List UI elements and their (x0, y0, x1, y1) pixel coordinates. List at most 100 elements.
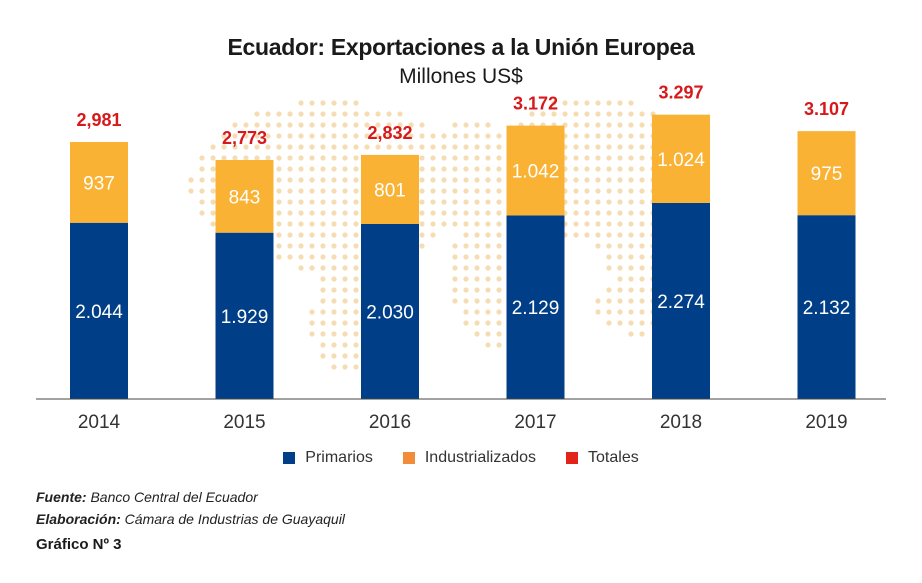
map-dot (639, 144, 645, 150)
map-dot (606, 287, 612, 293)
map-dot (606, 320, 612, 326)
map-dot (595, 232, 601, 238)
map-dot (430, 166, 436, 172)
map-dot (331, 298, 337, 304)
map-dot (331, 221, 337, 227)
map-dot (320, 166, 326, 172)
map-dot (342, 166, 348, 172)
map-dot (628, 100, 634, 106)
chart-number: Gráfico Nº 3 (36, 536, 122, 553)
map-dot (276, 210, 282, 216)
map-dot (199, 188, 205, 194)
map-dot (551, 100, 557, 106)
map-dot (639, 177, 645, 183)
map-dot (595, 166, 601, 172)
map-dot (474, 287, 480, 293)
source-label: Fuente: (36, 489, 87, 505)
map-dot (496, 342, 502, 348)
map-dot (606, 199, 612, 205)
map-dot (298, 111, 304, 117)
bar-primarios-2017 (506, 215, 565, 399)
legend-item-industrializados: Industrializados (402, 449, 537, 467)
map-dot (617, 188, 623, 194)
map-dot (287, 111, 293, 117)
map-dot (276, 188, 282, 194)
map-dot (309, 331, 315, 337)
map-dot (287, 254, 293, 260)
map-dot (441, 166, 447, 172)
map-dot (320, 254, 326, 260)
map-dot (243, 144, 249, 150)
map-dot (540, 111, 546, 117)
map-dot (584, 188, 590, 194)
map-dot (210, 177, 216, 183)
map-dot (606, 254, 612, 260)
map-dot (474, 177, 480, 183)
map-dot (342, 265, 348, 271)
map-dot (474, 210, 480, 216)
map-dot (309, 155, 315, 161)
map-dot (496, 144, 502, 150)
map-dot (485, 254, 491, 260)
legend-label-totales: Totales (588, 449, 639, 466)
map-dot (342, 331, 348, 337)
map-dot (320, 188, 326, 194)
map-dot (474, 221, 480, 227)
map-dot (320, 122, 326, 128)
legend-label-industrializados: Industrializados (424, 449, 537, 466)
map-dot (298, 232, 304, 238)
map-dot (309, 254, 315, 260)
map-dot (452, 155, 458, 161)
map-dot (309, 199, 315, 205)
map-dot (474, 144, 480, 150)
map-dot (320, 100, 326, 106)
map-dot (210, 144, 216, 150)
map-dot (254, 144, 260, 150)
map-dot (309, 133, 315, 139)
map-dot (474, 298, 480, 304)
map-dot (320, 342, 326, 348)
map-dot (595, 309, 601, 315)
map-dot (452, 144, 458, 150)
map-dot (320, 353, 326, 359)
map-dot (309, 100, 315, 106)
map-dot (419, 133, 425, 139)
map-dot (342, 133, 348, 139)
map-dot (606, 210, 612, 216)
map-dot (353, 287, 359, 293)
map-dot (573, 177, 579, 183)
map-dot (353, 342, 359, 348)
map-dot (353, 276, 359, 282)
bar-industrializados-2018 (652, 114, 710, 203)
map-dot (606, 155, 612, 161)
map-dot (639, 111, 645, 117)
map-dot (276, 155, 282, 161)
map-dot (364, 122, 370, 128)
map-dot (342, 210, 348, 216)
map-dot (353, 177, 359, 183)
map-dot (243, 122, 249, 128)
map-dot (595, 298, 601, 304)
x-tick-label-2015: 2015 (223, 412, 265, 433)
map-dot (485, 309, 491, 315)
map-dot (606, 144, 612, 150)
map-dot (463, 155, 469, 161)
map-dot (463, 221, 469, 227)
map-dot (606, 133, 612, 139)
map-dot (606, 309, 612, 315)
map-dot (617, 122, 623, 128)
map-dot (353, 155, 359, 161)
map-dot (276, 243, 282, 249)
map-dot (441, 199, 447, 205)
made-by-label: Elaboración: (36, 511, 121, 527)
map-dot (298, 243, 304, 249)
map-dot (496, 210, 502, 216)
map-dot (298, 100, 304, 106)
map-dot (386, 133, 392, 139)
map-dot (353, 210, 359, 216)
map-dot (639, 221, 645, 227)
map-dot (584, 166, 590, 172)
data-label-industrializados-2015: 843 (229, 187, 261, 208)
map-dot (485, 298, 491, 304)
map-dot (276, 199, 282, 205)
